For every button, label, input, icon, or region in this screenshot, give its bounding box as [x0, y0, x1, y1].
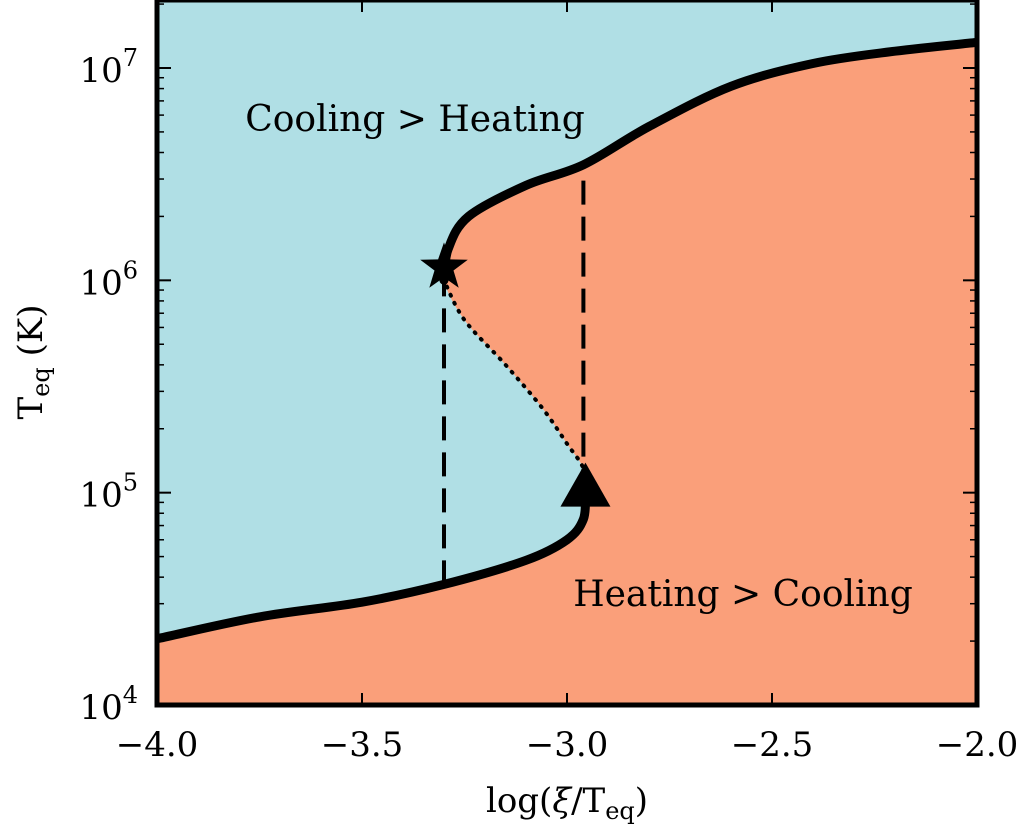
y-tick-label: 107: [79, 44, 138, 91]
unstable-branch-line: [442, 278, 588, 495]
triangle-marker: [560, 462, 611, 507]
cold-branch-line: [157, 488, 590, 644]
x-axis-label: log(ξ/Teq): [486, 781, 648, 825]
heating-region: [157, 42, 977, 705]
y-tick-label: 105: [79, 469, 138, 516]
x-tick-label: −3.0: [526, 725, 609, 765]
region-label-heating: Heating > Cooling: [573, 574, 913, 615]
y-axis-label: Teq (K): [11, 304, 55, 419]
x-tick-label: −2.5: [731, 725, 814, 765]
x-tick-label: −4.0: [116, 725, 199, 765]
hot-branch-line: [439, 37, 977, 285]
dashed-transition-lines: [442, 164, 586, 585]
cooling-region: [157, 0, 977, 639]
equilibrium-curve: [157, 37, 977, 644]
x-tick-label: −3.5: [321, 725, 404, 765]
region-label-cooling: Cooling > Heating: [245, 99, 585, 140]
markers: [420, 242, 611, 507]
x-tick-label: −2.0: [936, 725, 1019, 765]
star-marker: [420, 242, 468, 288]
axis-ticks: −4.0 −3.5 −3.0 −2.5 −2.0 104 105 106 107: [79, 0, 1018, 765]
y-tick-label: 106: [79, 256, 138, 303]
y-tick-label: 104: [79, 681, 138, 728]
